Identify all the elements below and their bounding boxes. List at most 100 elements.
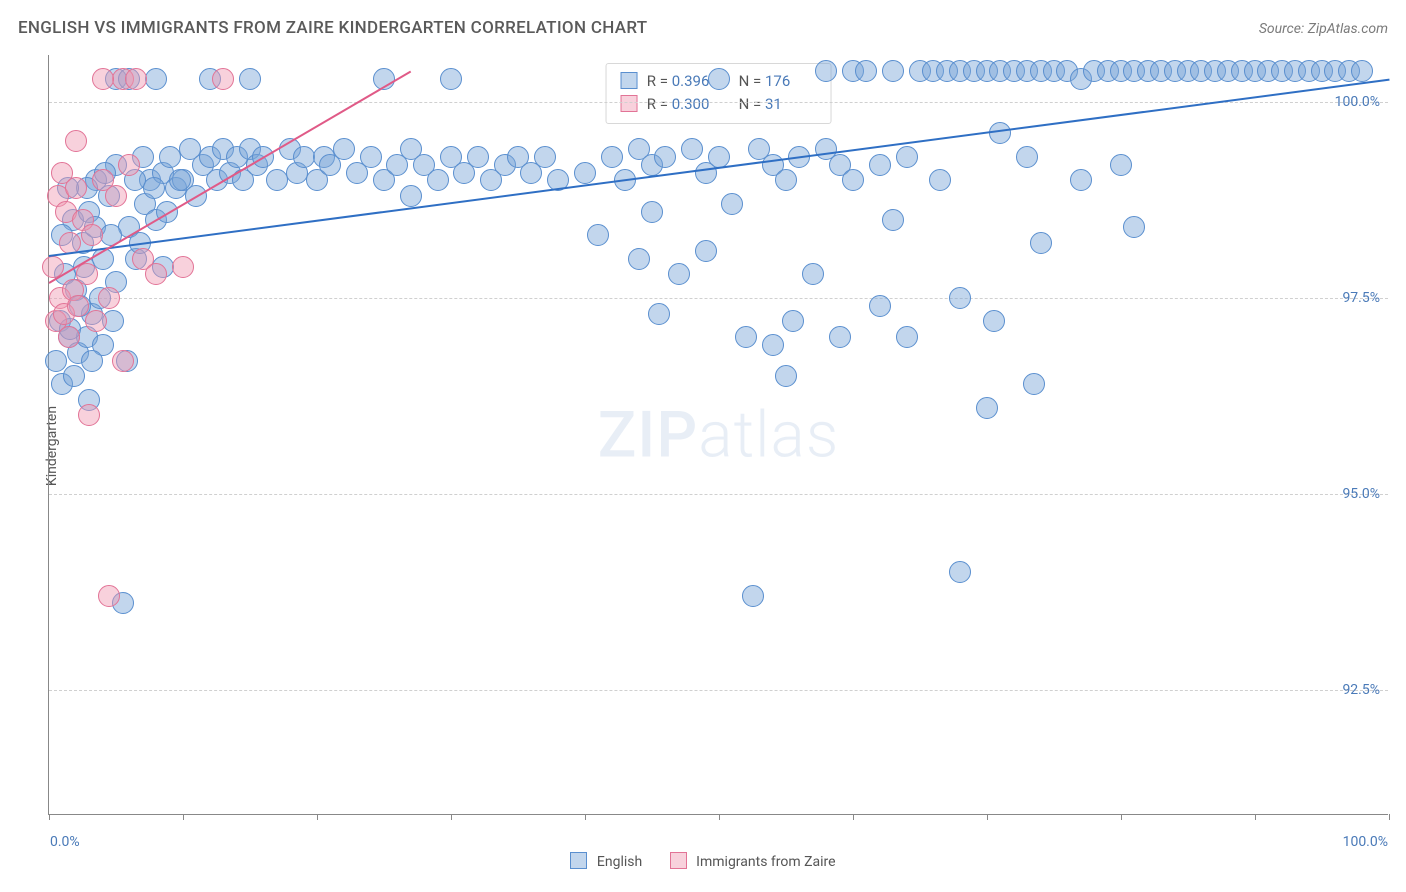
- x-axis-min-label: 0.0%: [50, 834, 80, 850]
- gridline-h: [49, 690, 1388, 691]
- data-point-english: [869, 154, 891, 176]
- chart-container: ENGLISH VS IMMIGRANTS FROM ZAIRE KINDERG…: [0, 0, 1406, 892]
- data-point-zaire: [65, 130, 87, 152]
- data-point-english: [775, 169, 797, 191]
- data-point-english: [735, 326, 757, 348]
- n-value-zaire: 31: [765, 93, 817, 116]
- watermark-atlas: atlas: [698, 397, 839, 472]
- data-point-english: [440, 68, 462, 90]
- r-value-zaire: 0.300: [672, 93, 724, 116]
- data-point-english: [587, 224, 609, 246]
- data-point-zaire: [145, 263, 167, 285]
- data-point-english: [239, 68, 261, 90]
- data-point-english: [762, 334, 784, 356]
- x-tick: [585, 814, 586, 820]
- data-point-zaire: [212, 68, 234, 90]
- y-tick-label: 95.0%: [1342, 486, 1380, 502]
- data-point-english: [708, 146, 730, 168]
- data-point-english: [63, 365, 85, 387]
- x-tick: [183, 814, 184, 820]
- stats-row-zaire: R = 0.300 N = 31: [620, 93, 817, 116]
- data-point-zaire: [67, 295, 89, 317]
- data-point-english: [1351, 60, 1373, 82]
- gridline-h: [49, 494, 1388, 495]
- data-point-english: [869, 295, 891, 317]
- data-point-english: [1110, 154, 1132, 176]
- x-tick: [451, 814, 452, 820]
- data-point-english: [427, 169, 449, 191]
- watermark-zip: ZIP: [598, 397, 699, 472]
- legend-label-zaire: Immigrants from Zaire: [696, 854, 835, 870]
- data-point-zaire: [112, 350, 134, 372]
- data-point-zaire: [85, 310, 107, 332]
- data-point-english: [293, 146, 315, 168]
- data-point-english: [1023, 373, 1045, 395]
- data-point-english: [534, 146, 556, 168]
- gridline-h: [49, 298, 1388, 299]
- x-tick: [49, 814, 50, 820]
- data-point-english: [400, 185, 422, 207]
- data-point-english: [1070, 169, 1092, 191]
- data-point-zaire: [98, 585, 120, 607]
- x-tick: [853, 814, 854, 820]
- legend-swatch-zaire: [670, 852, 687, 869]
- watermark: ZIPatlas: [598, 397, 840, 472]
- gridline-h: [49, 102, 1388, 103]
- plot-area: ZIPatlas R = 0.396 N = 176 R = 0.300 N =…: [48, 55, 1388, 815]
- data-point-english: [695, 240, 717, 262]
- legend-item-zaire: Immigrants from Zaire: [670, 852, 836, 870]
- data-point-english: [1030, 232, 1052, 254]
- data-point-english: [648, 303, 670, 325]
- data-point-english: [159, 146, 181, 168]
- data-point-english: [169, 169, 191, 191]
- data-point-english: [360, 146, 382, 168]
- x-tick: [719, 814, 720, 820]
- x-axis-max-label: 100.0%: [1343, 834, 1388, 850]
- data-point-english: [681, 138, 703, 160]
- legend-label-english: English: [597, 854, 642, 870]
- x-tick: [1121, 814, 1122, 820]
- data-point-zaire: [81, 224, 103, 246]
- data-point-english: [668, 263, 690, 285]
- data-point-english: [143, 177, 165, 199]
- data-point-english: [983, 310, 1005, 332]
- data-point-english: [742, 585, 764, 607]
- data-point-english: [1123, 216, 1145, 238]
- data-point-english: [266, 169, 288, 191]
- x-tick: [317, 814, 318, 820]
- data-point-english: [842, 169, 864, 191]
- data-point-zaire: [172, 256, 194, 278]
- data-point-english: [882, 209, 904, 231]
- data-point-zaire: [118, 154, 140, 176]
- data-point-english: [81, 350, 103, 372]
- data-point-zaire: [98, 287, 120, 309]
- data-point-zaire: [105, 185, 127, 207]
- data-point-english: [855, 60, 877, 82]
- data-point-english: [976, 397, 998, 419]
- chart-source: Source: ZipAtlas.com: [1259, 21, 1388, 37]
- data-point-english: [654, 146, 676, 168]
- r-label-english: R =: [647, 72, 668, 90]
- x-tick: [1389, 814, 1390, 820]
- legend-bottom: English Immigrants from Zaire: [0, 852, 1406, 870]
- data-point-english: [333, 138, 355, 160]
- data-point-english: [896, 146, 918, 168]
- legend-swatch-english: [570, 852, 587, 869]
- data-point-english: [721, 193, 743, 215]
- x-tick: [987, 814, 988, 820]
- data-point-zaire: [92, 68, 114, 90]
- data-point-english: [1016, 146, 1038, 168]
- data-point-english: [829, 326, 851, 348]
- n-value-english: 176: [765, 70, 817, 93]
- n-label-zaire: N =: [739, 95, 762, 113]
- data-point-english: [929, 169, 951, 191]
- data-point-zaire: [78, 404, 100, 426]
- y-tick-label: 97.5%: [1342, 290, 1380, 306]
- data-point-english: [989, 122, 1011, 144]
- data-point-english: [467, 146, 489, 168]
- r-label-zaire: R =: [647, 95, 668, 113]
- data-point-english: [641, 201, 663, 223]
- data-point-zaire: [65, 177, 87, 199]
- data-point-english: [574, 162, 596, 184]
- data-point-zaire: [58, 326, 80, 348]
